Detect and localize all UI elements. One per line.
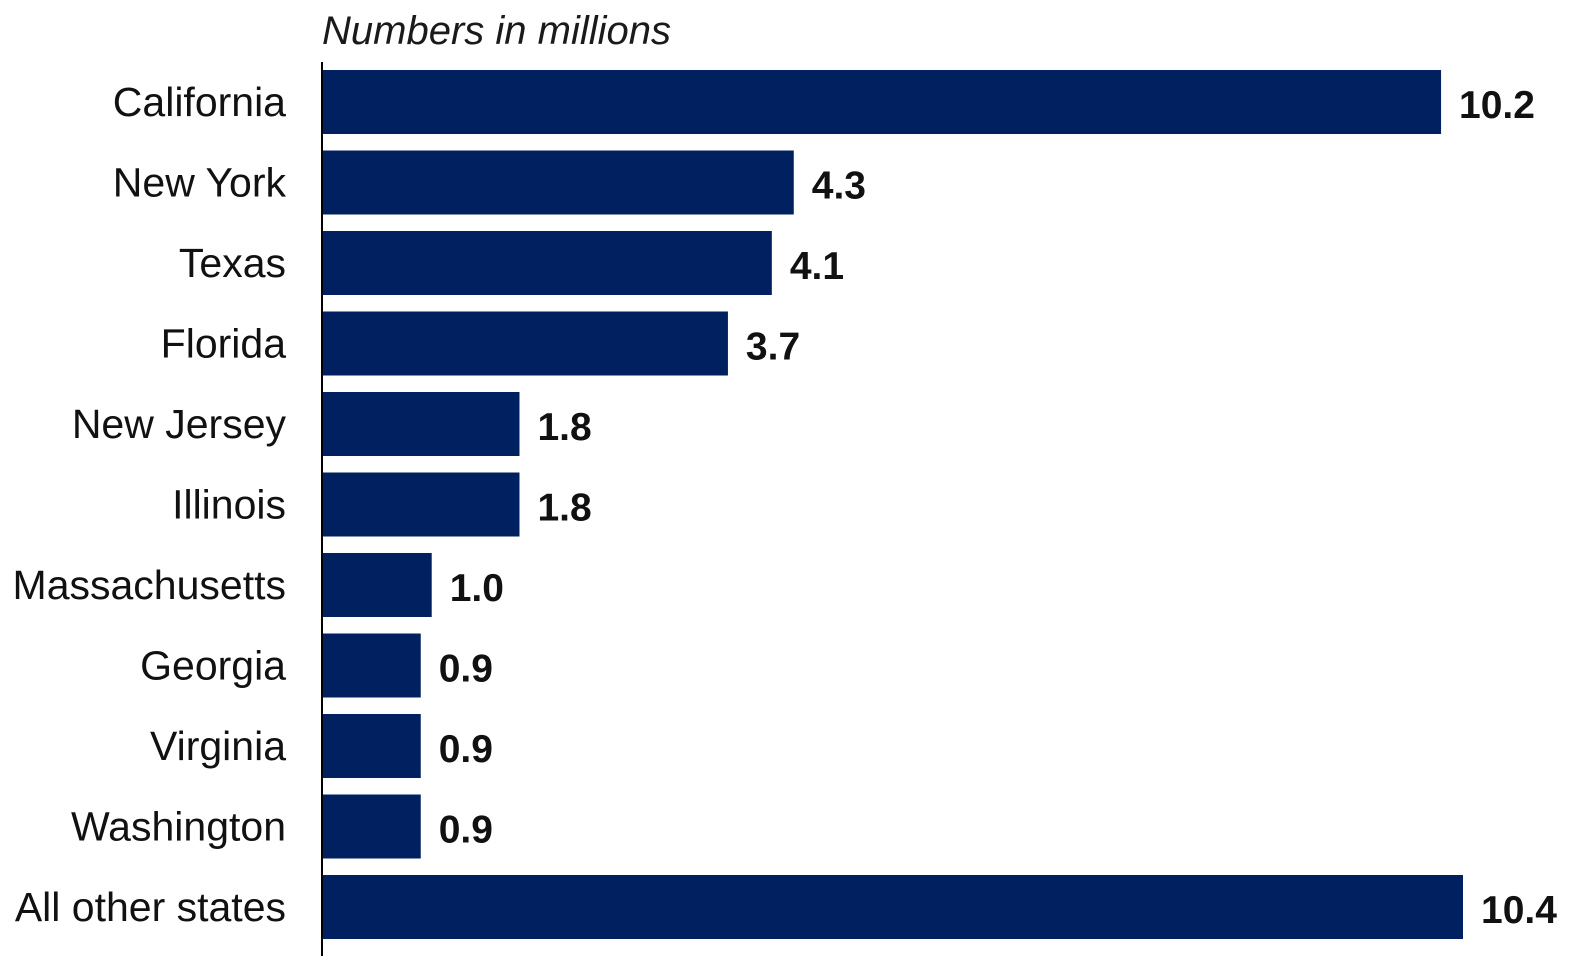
data-label: 10.2: [1459, 84, 1535, 127]
bar-massachusetts: [322, 553, 432, 617]
data-label: 3.7: [746, 326, 800, 369]
bar-california: [322, 70, 1442, 134]
category-label: Washington: [71, 804, 286, 850]
bar-new-york: [322, 150, 794, 215]
category-label: Florida: [161, 321, 287, 367]
category-label: Georgia: [140, 643, 286, 689]
category-label: Illinois: [172, 482, 286, 528]
bar-illinois: [322, 472, 520, 537]
data-label: 0.9: [439, 728, 493, 771]
data-label: 1.8: [537, 487, 591, 530]
category-label: New Jersey: [72, 401, 287, 447]
category-label: New York: [113, 160, 287, 206]
bar-washington: [322, 794, 421, 859]
category-labels-group: California New York Texas Florida New Jersey…: [13, 79, 287, 930]
data-label: 4.1: [790, 245, 844, 288]
chart-subtitle: Numbers in millions: [322, 9, 671, 53]
category-label: Texas: [179, 240, 286, 286]
bars-group: [322, 70, 1463, 939]
category-label: All other states: [15, 884, 286, 930]
bar-all-other-states: [322, 875, 1463, 939]
data-label: 1.0: [450, 567, 504, 610]
data-label: 4.3: [812, 165, 866, 208]
category-label: California: [113, 79, 286, 125]
data-label: 1.8: [537, 406, 591, 449]
bar-new-jersey: [322, 392, 520, 456]
bar-virginia: [322, 714, 421, 778]
bar-florida: [322, 311, 728, 376]
data-label: 0.9: [439, 809, 493, 852]
category-label: Massachusetts: [13, 562, 286, 608]
bar-texas: [322, 231, 772, 295]
data-label: 0.9: [439, 648, 493, 691]
bar-georgia: [322, 633, 421, 698]
data-label: 10.4: [1481, 889, 1557, 932]
category-label: Virginia: [150, 723, 286, 769]
value-labels-group: 10.2 4.3 4.1 3.7 1.8 1.8 1.0 0.9 0.9 0.9 10.4: [439, 84, 1557, 932]
